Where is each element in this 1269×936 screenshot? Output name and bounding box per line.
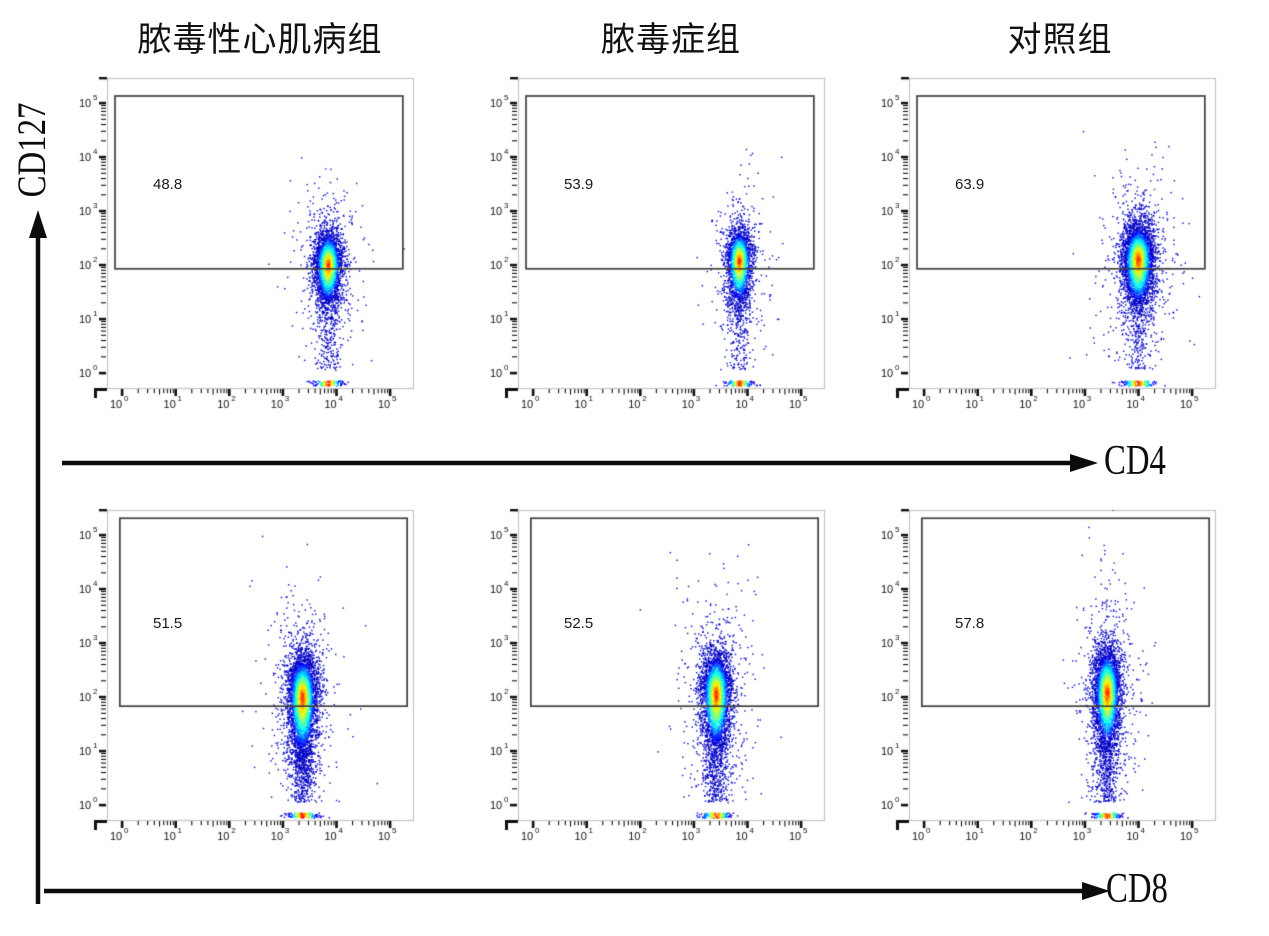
cd127-axis-arrow: [29, 210, 47, 904]
column-title-control: 对照组: [1007, 22, 1113, 59]
column-title-sepsis: 脓毒症组: [601, 22, 741, 59]
flow-plot-canvas: [75, 75, 427, 427]
flow-panel-cd8-sepsis: 52.5: [486, 507, 838, 859]
gate-percentage: 63.9: [955, 176, 985, 193]
gate-percentage: 53.9: [564, 176, 594, 193]
flow-plot-canvas: [877, 75, 1229, 427]
flow-plot-canvas: [486, 507, 838, 859]
column-title-septic-cardiomyopathy: 脓毒性心肌病组: [137, 22, 383, 59]
cd8-axis-arrow: [44, 882, 1110, 900]
flow-plot-canvas: [877, 507, 1229, 859]
cd4-axis-arrow: [62, 454, 1098, 472]
gate-percentage: 48.8: [153, 176, 183, 193]
flow-panel-cd4-control: 63.9: [877, 75, 1229, 427]
flow-plot-canvas: [75, 507, 427, 859]
gate-percentage: 52.5: [564, 615, 594, 632]
flow-panel-cd4-septic-cardiomyopathy: 48.8: [75, 75, 427, 427]
flow-panel-cd8-control: 57.8: [877, 507, 1229, 859]
gate-percentage: 57.8: [955, 615, 985, 632]
x-axis-label-cd8: CD8: [1106, 866, 1168, 912]
flow-plot-canvas: [486, 75, 838, 427]
gate-percentage: 51.5: [153, 615, 183, 632]
flow-panel-cd4-sepsis: 53.9: [486, 75, 838, 427]
y-axis-label-cd127: CD127: [9, 102, 54, 198]
flow-panel-cd8-septic-cardiomyopathy: 51.5: [75, 507, 427, 859]
x-axis-label-cd4: CD4: [1104, 438, 1166, 484]
